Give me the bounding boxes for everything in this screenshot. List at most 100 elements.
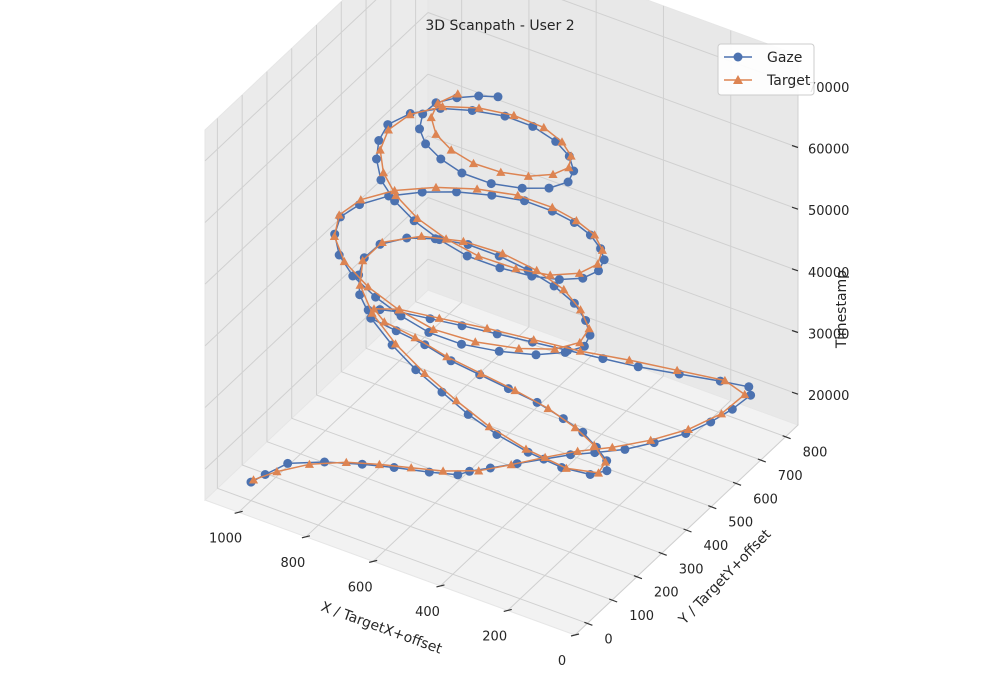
target-point [434,313,444,322]
x-tick-label: 0 [558,654,566,669]
legend-target-marker [733,75,743,84]
target-point [416,231,427,240]
target-point [410,332,420,342]
gaze-point [436,154,446,164]
target-point [740,389,750,399]
target-point [438,466,448,475]
target-point [529,335,539,344]
target-point [575,305,586,314]
gaze-point [620,444,630,454]
x-tick-mark [234,510,243,514]
target-point [334,210,344,219]
target-point [570,423,580,432]
target-point [600,457,610,466]
gaze-point [357,459,367,469]
target-point [514,343,524,353]
target-point [412,213,422,222]
gaze-point [417,187,427,197]
target-point [428,324,438,333]
target-point [391,190,401,200]
target-point [511,264,521,273]
target-point [513,190,523,199]
target-point [575,346,585,355]
target-point [561,463,571,472]
target-point [559,284,569,294]
gaze-point [554,275,564,284]
target-point [405,109,415,119]
gaze-point [495,263,505,273]
gaze-point [462,251,472,261]
target-point [431,129,441,138]
y-tick-label: 800 [803,446,828,461]
floor-grid-y [390,324,762,461]
target-point [593,468,604,477]
gaze-point [320,457,329,467]
gaze-point [453,470,463,480]
x-tick-label: 600 [348,580,373,595]
floor-grid-y [217,487,588,624]
x-tick-label: 200 [482,630,507,645]
target-point [482,323,492,333]
target-point [543,403,553,413]
target-point [358,256,368,265]
target-point [446,145,456,154]
z-tick-mark [791,206,799,210]
y-tick-label: 500 [728,516,753,531]
target-point [597,245,607,254]
left-grid-z [204,73,429,285]
z-axis-label: Timestamp [834,270,850,349]
y-tick-label: 100 [629,609,654,624]
z-tick-label: 70000 [808,81,849,96]
gaze-point [602,466,612,476]
legend-target-label: Target [766,73,811,89]
floor-grid-y [266,441,638,578]
back-grid-z [427,12,799,148]
gaze-point [599,255,609,265]
gaze-point [563,177,573,187]
target-point [390,339,401,348]
y-tick-label: 600 [753,492,778,507]
z-tick-label: 40000 [808,266,849,281]
legend-gaze-label: Gaze [767,50,802,66]
y-tick-mark [633,575,643,580]
target-point [498,248,508,258]
target-point [472,184,482,193]
floor-grid-y [291,417,662,554]
gaze-point [457,168,467,178]
chart-title: 3D Scanpath - User 2 [425,18,574,34]
target-point [532,265,542,275]
target-point [379,317,389,326]
floor-grid-y [341,371,712,508]
y-tick-label: 200 [654,586,679,601]
left-grid-z [204,12,429,223]
target-point [521,444,531,453]
target-point [406,463,416,472]
x-tick-mark [369,559,378,563]
z-tick-mark [791,391,799,395]
y-tick-mark [732,481,742,486]
target-point [355,280,365,289]
floor-grid-y [241,464,613,601]
z-tick-label: 30000 [808,328,849,343]
target-point [374,459,384,469]
target-point [589,440,599,450]
y-tick-mark [757,458,767,463]
y-tick-mark [584,621,593,626]
gaze-point [457,339,466,349]
target-point [584,324,594,333]
gaze-point [474,91,484,101]
gaze-point [544,183,554,193]
target-point [548,169,558,178]
gaze-point [727,404,737,414]
target-point [339,256,349,266]
gaze-point [452,187,461,197]
floor-grid-y [316,394,687,531]
x-tick-mark [301,535,311,539]
gaze-point [396,311,406,321]
legend: Gaze Target [717,43,815,96]
target-point [683,424,693,433]
target-point [575,337,585,347]
target-point [433,98,443,107]
x-tick-mark [570,633,580,637]
